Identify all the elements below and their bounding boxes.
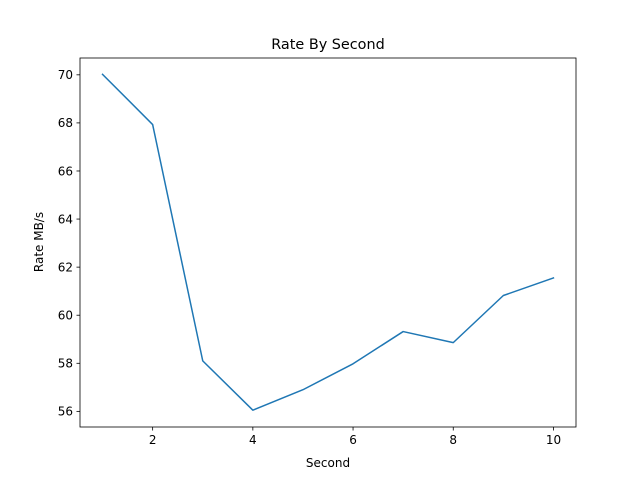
y-axis-label: Rate MB/s	[32, 212, 46, 272]
y-tick-label: 68	[58, 116, 73, 130]
x-axis-label: Second	[306, 456, 350, 470]
x-tick-label: 4	[249, 433, 257, 447]
plot-background	[80, 58, 576, 427]
y-tick-label: 60	[58, 309, 73, 323]
x-tick-label: 2	[149, 433, 157, 447]
y-tick-label: 66	[58, 164, 73, 178]
y-tick-label: 58	[58, 357, 73, 371]
x-tick-label: 10	[546, 433, 561, 447]
x-tick-label: 6	[349, 433, 357, 447]
chart-title: Rate By Second	[271, 37, 385, 53]
y-tick-label: 56	[58, 405, 73, 419]
y-tick-label: 64	[58, 212, 73, 226]
y-tick-label: 62	[58, 260, 73, 274]
plot-area	[80, 58, 576, 427]
x-tick-label: 8	[449, 433, 457, 447]
y-tick-label: 70	[58, 68, 73, 82]
